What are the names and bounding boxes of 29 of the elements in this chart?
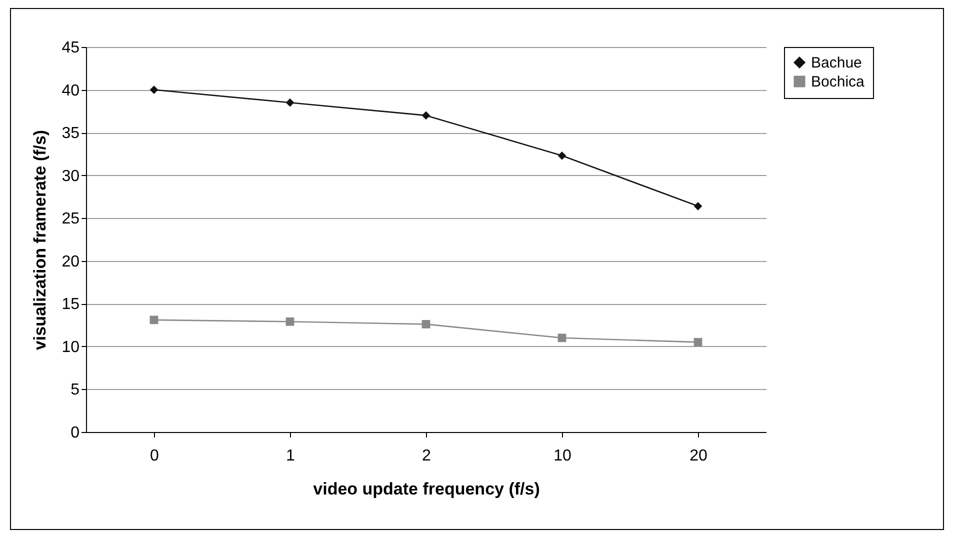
x-tick-label: 1 (286, 448, 296, 464)
y-tick-label: 35 (62, 125, 80, 142)
point (694, 202, 702, 210)
y-tick-label: 40 (62, 82, 80, 100)
x-tick-label: 10 (554, 448, 572, 464)
y-axis-title: visualization framerate (f/s) (30, 130, 50, 350)
y-tick-label: 10 (62, 338, 80, 356)
point (286, 317, 294, 326)
x-tick-label: 0 (150, 448, 160, 464)
y-tick-label: 5 (70, 382, 80, 399)
y-tick-label: 15 (62, 296, 80, 314)
point (694, 338, 702, 346)
y-tick-label: 30 (62, 168, 80, 185)
point (286, 98, 294, 107)
x-axis-title: video update frequency (f/s) (313, 480, 540, 498)
x-tick-label: 20 (690, 448, 708, 464)
legend-label: Bachue (811, 54, 862, 72)
x-tick-label: 2 (422, 448, 432, 464)
point (150, 316, 158, 324)
point (150, 86, 158, 94)
point (422, 320, 430, 328)
point (422, 111, 430, 120)
legend-label: Bochica (811, 74, 866, 90)
point (558, 151, 566, 160)
y-tick-label: 45 (62, 40, 80, 56)
y-tick-label: 0 (70, 424, 80, 442)
y-tick-label: 25 (62, 210, 80, 228)
point (558, 334, 566, 342)
y-tick-label: 20 (62, 253, 80, 270)
